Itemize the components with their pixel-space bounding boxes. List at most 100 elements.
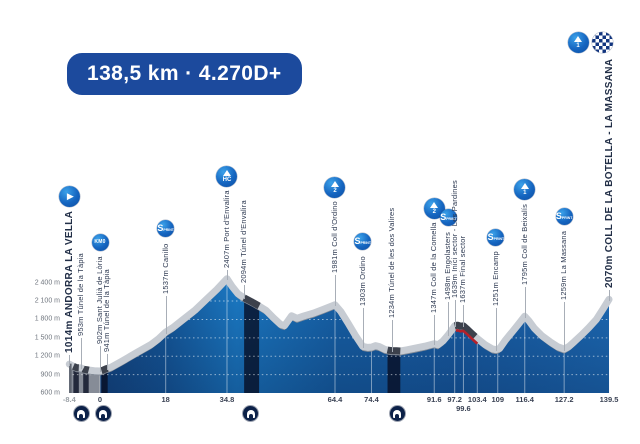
x-tick-label: 139.5 [599,395,619,404]
leader-line [362,307,364,348]
climb-icon-hc: HC [216,165,238,187]
sprint-letter: S [487,231,494,242]
waypoint-label: 1981m Coll d'Ordino [329,201,339,274]
sprint-icon: S PRINT [439,209,457,227]
climb-category-label: 1 [576,43,580,50]
km0-icon: KM0 [91,233,109,251]
leader-line [69,354,71,366]
climb-icon-cat2: 2 [324,176,346,198]
finish-flag-icon [591,32,613,54]
mountain-icon [430,201,439,208]
tunnel-section [101,371,108,393]
tunnel-icon [73,406,89,421]
x-tick-label: 109 [491,395,504,404]
waypoint-label: 1347m Coll de la Comella [429,222,439,314]
x-tick-label: 91.6 [426,395,442,404]
tunnel-icon [243,406,259,421]
tunnel-icon [95,406,111,421]
km0-label: KM0 [94,239,106,246]
sprint-small-label: PRINT [360,241,371,246]
gravel-sector-ribbon [453,321,478,340]
x-tick-label: 103.4 [467,395,487,404]
sprint-small-label: PRINT [493,236,505,241]
climb-category-label: HC [222,176,232,183]
sprint-icon: S PRINT [157,220,175,238]
leader-line [463,305,465,328]
leader-line [524,286,526,318]
y-axis-label: 1 800 m [34,315,60,323]
stage-endpoint-label: 1014m ANDORRA LA VELLA [63,210,75,353]
x-tick-label: 127.2 [554,395,574,404]
tunnel-section [83,372,89,393]
sprint-icon: S PRINT [354,233,372,251]
mountain-icon [330,180,339,187]
mountain-icon [520,183,529,190]
leader-line [434,315,436,346]
stage-endpoint-label: 2070m COLL DE LA BOTELLA - LA MASSANA [603,58,615,288]
x-tick-label: 64.4 [327,395,343,404]
leader-line [106,354,108,371]
leader-line [100,346,101,373]
tunnel-section [387,353,401,393]
y-axis-label: 1 200 m [34,352,60,360]
sprint-letter: S [157,223,164,234]
sprint-icon: S PRINT [555,208,573,226]
leader-line [334,275,336,307]
waypoint-label: 2407m Port d'Envalira [221,190,231,269]
y-axis-label: 900 m [40,371,60,379]
mountain-icon [574,36,583,43]
leader-line [564,301,566,351]
climb-category-label: 2 [333,187,337,194]
x-tick-label: 116.4 [515,395,534,404]
x-tick-label: 34.8 [219,395,235,404]
distance-elevation-badge: 138,5 km · 4.270D+ [67,53,302,95]
x-tick-label: 99.6 [456,404,471,413]
profile-ribbon [65,275,613,375]
mountain-icon [222,169,231,176]
sprint-letter: S [354,236,361,247]
y-axis-label: 600 m [40,389,60,397]
y-axis-label: 1 500 m [34,334,60,342]
waypoint-label: 1795m Coll de Beixalís [519,203,529,285]
tunnel-icon [389,406,405,421]
climb-icon-cat1: 1 [514,179,536,201]
waypoint-label: 1637m Final sector [458,236,468,304]
sprint-icon: S PRINT [487,228,505,246]
x-tick-label: 18 [161,395,170,404]
x-tick-label: 74.4 [364,395,379,404]
waypoint-label: 1303m Ordino [357,255,367,306]
leader-line [448,301,450,336]
leader-line [391,320,393,353]
climb-icon-cat1: 1 [567,32,589,54]
sprint-letter: S [440,212,447,223]
x-tick-label: 97.2 [447,395,462,404]
waypoint-label: 1234m Túnel de les dos Valires [386,207,396,319]
climb-icon-cat2: 2 [423,197,445,219]
tunnel-section [244,301,260,393]
leader-line [495,308,497,352]
waypoint-label: 1259m La Massana [559,230,569,300]
start-icon: ▶ [58,186,80,208]
climb-category-label: 2 [432,208,436,215]
y-axis-label: 2 100 m [34,297,60,305]
sprint-small-label: PRINT [163,228,174,233]
sprint-small-label: PRINT [446,217,457,222]
waypoint-label: 941m Túnel de la Tàpia [101,269,111,353]
leader-line [81,338,83,370]
waypoint-label: 1537m Canillo [160,243,170,294]
leader-line [609,289,611,301]
x-tick-label: -8.4 [62,395,76,404]
play-icon: ▶ [66,191,74,202]
sprint-letter: S [555,211,562,222]
y-axis-label: 2 400 m [34,279,60,287]
leader-line [454,300,456,328]
waypoint-label: 1251m Encamp [490,251,500,307]
gravel-sector-red-band [455,328,479,345]
tunnel-section [73,369,79,393]
leader-line [165,295,167,334]
sprint-small-label: PRINT [561,216,573,221]
x-tick-label: 0 [97,395,103,404]
leader-line [244,285,246,300]
waypoint-label: 953m Túnel de la Tàpia [76,253,86,337]
